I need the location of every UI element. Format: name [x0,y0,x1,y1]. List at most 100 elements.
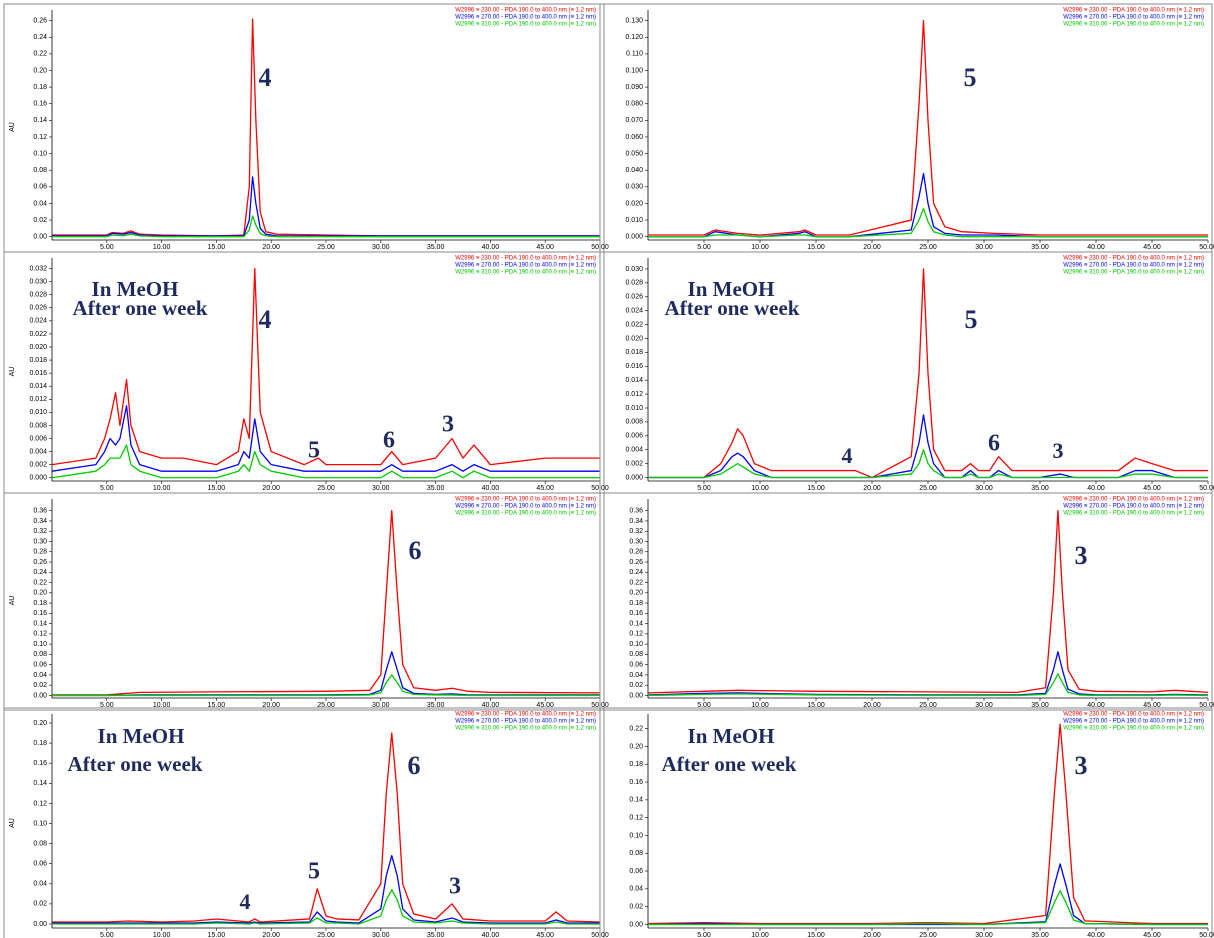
annotation: 5 [308,438,320,464]
legend-entry: W2996 ≡ 230.00 - PDA 190.0 to 400.0 nm (… [1063,256,1204,262]
annotation: 5 [964,63,977,92]
y-tick-label: 0.24 [33,34,47,41]
x-tick-label: 15.00 [208,244,226,251]
chromatogram-line [52,510,601,696]
y-tick-label: 0.08 [629,850,643,857]
y-tick-label: 0.36 [629,508,643,515]
legend-entry: W2996 ≡ 270.00 - PDA 190.0 to 400.0 nm (… [1063,719,1204,725]
x-tick-label: 15.00 [807,485,825,492]
y-tick-label: 0.022 [625,321,643,328]
x-tick-label: 15.00 [807,244,825,251]
y-tick-label: 0.02 [33,217,47,224]
annotation: In MeOH [92,277,179,301]
x-tick-label: 20.00 [262,932,280,938]
y-tick-label: 0.12 [33,631,47,638]
x-tick-label: 5.00 [697,244,711,251]
annotation: 3 [1053,438,1064,463]
y-tick-label: 0.00 [33,692,47,699]
y-tick-label: 0.32 [629,528,643,535]
chromatogram-line [648,268,1208,479]
y-tick-label: 0.028 [29,292,47,299]
y-tick-label: 0.24 [629,569,643,576]
x-tick-label: 15.00 [807,702,825,709]
annotation: In MeOH [98,724,185,748]
x-tick-label: 35.00 [1031,244,1049,251]
y-tick-label: 0.06 [33,184,47,191]
annotation: After one week [665,296,800,320]
y-tick-label: 0.10 [33,641,47,648]
y-tick-label: 0.040 [625,167,643,174]
y-tick-label: 0.12 [629,815,643,822]
y-tick-label: 0.34 [33,518,47,525]
y-tick-label: 0.026 [29,305,47,312]
legend-entry: W2996 ≡ 310.00 - PDA 190.0 to 400.0 nm (… [1063,270,1204,276]
y-tick-label: 0.12 [33,134,47,141]
x-tick-label: 30.00 [975,485,993,492]
y-tick-label: 0.20 [33,67,47,74]
panel-frame [599,492,1213,711]
chromatogram-line [647,651,1209,696]
y-tick-label: 0.012 [625,391,643,398]
y-tick-label: 0.04 [629,672,643,679]
x-tick-label: 40.00 [482,485,500,492]
legend-entry: W2996 ≡ 270.00 - PDA 190.0 to 400.0 nm (… [1063,263,1204,269]
y-tick-label: 0.008 [625,419,643,426]
y-tick-label: 0.36 [33,508,47,515]
x-tick-label: 40.00 [482,244,500,251]
legend-entry: W2996 ≡ 230.00 - PDA 190.0 to 400.0 nm (… [455,497,596,503]
x-tick-label: 15.00 [807,932,825,938]
y-tick-label: 0.18 [629,761,643,768]
annotation: 6 [988,431,1000,457]
y-tick-label: 0.018 [29,357,47,364]
y-tick-label: 0.006 [29,435,47,442]
chromatogram-line [648,414,1208,479]
x-tick-label: 20.00 [262,702,280,709]
panel-frame [3,492,605,711]
chromatogram-line [648,889,1208,926]
chromatogram-line [52,18,600,237]
y-tick-label: 0.18 [33,600,47,607]
x-tick-label: 5.00 [100,702,114,709]
chromatogram-line [647,673,1209,697]
y-tick-label: 0.020 [625,335,643,342]
legend-entry: W2996 ≡ 270.00 - PDA 190.0 to 400.0 nm (… [455,15,596,21]
chromatogram-line [51,405,600,472]
y-tick-label: 0.014 [625,377,643,384]
annotation: 3 [442,412,454,438]
y-tick-label: 0.000 [29,475,47,482]
y-tick-label: 0.08 [629,651,643,658]
y-tick-label: 0.002 [29,462,47,469]
legend-entry: W2996 ≡ 310.00 - PDA 190.0 to 400.0 nm (… [1063,22,1204,28]
y-tick-label: 0.032 [29,265,47,272]
y-tick-label: 0.120 [625,34,643,41]
x-tick-label: 40.00 [482,932,500,938]
y-tick-label: 0.010 [625,217,643,224]
x-tick-label: 45.00 [1143,932,1161,938]
y-tick-label: 0.12 [629,631,643,638]
x-tick-label: 35.00 [1031,702,1049,709]
y-tick-label: 0.30 [629,538,643,545]
y-tick-label: 0.028 [625,280,643,287]
legend-entry: W2996 ≡ 270.00 - PDA 190.0 to 400.0 nm (… [455,719,596,725]
y-axis-label: AU [9,367,16,377]
x-tick-label: 5.00 [697,485,711,492]
y-tick-label: 0.02 [33,901,47,908]
x-tick-label: 45.00 [536,485,554,492]
x-tick-label: 20.00 [262,485,280,492]
y-tick-label: 0.020 [29,344,47,351]
x-tick-label: 20.00 [262,244,280,251]
x-tick-label: 10.00 [751,485,769,492]
x-tick-label: 30.00 [372,932,390,938]
x-tick-label: 45.00 [536,244,554,251]
x-tick-label: 40.00 [1087,702,1105,709]
x-tick-label: 35.00 [1031,932,1049,938]
legend-entry: W2996 ≡ 310.00 - PDA 190.0 to 400.0 nm (… [455,726,596,732]
y-axis-label: AU [9,122,16,132]
x-tick-label: 35.00 [427,485,445,492]
panel-frame [599,3,1213,253]
x-tick-label: 5.00 [697,702,711,709]
y-tick-label: 0.16 [629,610,643,617]
x-tick-label: 40.00 [1087,485,1105,492]
x-tick-label: 25.00 [317,244,335,251]
legend-entry: W2996 ≡ 230.00 - PDA 190.0 to 400.0 nm (… [1063,8,1204,14]
